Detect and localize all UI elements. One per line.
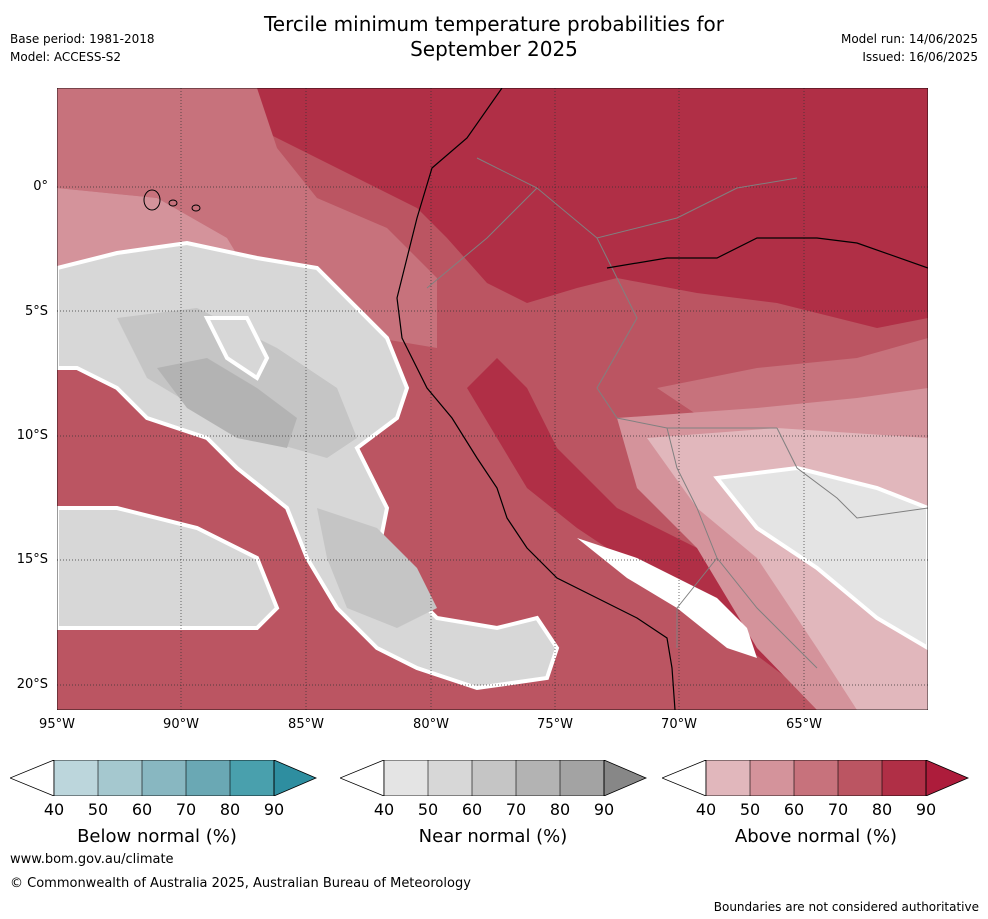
colorbar-near-normal — [340, 760, 648, 796]
lon-label-85w: 85°W — [288, 717, 324, 732]
lat-label-5s: 5°S — [24, 304, 48, 319]
galapagos-island-b — [168, 199, 178, 207]
model-text: Model: ACCESS-S2 — [10, 50, 122, 64]
above-tick-90: 90 — [915, 800, 937, 819]
lon-label-70w: 70°W — [661, 717, 697, 732]
near-tick-40: 40 — [373, 800, 395, 819]
above-tick-60: 60 — [783, 800, 805, 819]
near-normal-south-darker — [317, 508, 437, 628]
footer-copyright: © Commonwealth of Australia 2025, Austra… — [10, 876, 471, 891]
galapagos-island-a — [143, 189, 161, 211]
issued-text: Issued: 16/06/2025 — [862, 50, 978, 64]
below-tick-70: 70 — [175, 800, 197, 819]
lon-label-90w: 90°W — [163, 717, 199, 732]
lon-label-80w: 80°W — [413, 717, 449, 732]
lat-label-10s: 10°S — [16, 428, 48, 443]
near-normal-south — [57, 506, 280, 630]
below-tick-40: 40 — [43, 800, 65, 819]
near-normal-andes — [713, 465, 928, 651]
near-normal-label: Near normal (%) — [418, 826, 568, 847]
below-tick-90: 90 — [263, 800, 285, 819]
country-borders — [426, 157, 928, 669]
above-tick-40: 40 — [695, 800, 717, 819]
lat-label-15s: 15°S — [16, 552, 48, 567]
coastline — [396, 88, 676, 710]
meta-right: Model run: 14/06/2025 Issued: 16/06/2025 — [841, 30, 978, 66]
near-tick-80: 80 — [549, 800, 571, 819]
map-title: Tercile minimum temperature probabilitie… — [263, 12, 725, 61]
below-normal-label: Below normal (%) — [77, 826, 237, 847]
near-tick-60: 60 — [461, 800, 483, 819]
below-tick-50: 50 — [87, 800, 109, 819]
base-period-text: Base period: 1981-2018 — [10, 32, 155, 46]
above-90-region — [257, 88, 928, 328]
above-tick-70: 70 — [827, 800, 849, 819]
colorbar-below-normal — [10, 760, 318, 796]
galapagos-island-c — [191, 204, 201, 212]
above-60-west — [57, 88, 437, 348]
colorbar-above-normal — [662, 760, 970, 796]
meta-left: Base period: 1981-2018 Model: ACCESS-S2 — [10, 30, 155, 66]
above-normal-label: Above normal (%) — [734, 826, 898, 847]
below-tick-60: 60 — [131, 800, 153, 819]
lon-label-75w: 75°W — [537, 717, 573, 732]
lat-label-20s: 20°S — [16, 677, 48, 692]
footer-url[interactable]: www.bom.gov.au/climate — [10, 852, 174, 867]
near-normal-island — [203, 316, 270, 381]
lon-label-95w: 95°W — [39, 717, 75, 732]
above-tick-50: 50 — [739, 800, 761, 819]
below-tick-80: 80 — [219, 800, 241, 819]
model-run-text: Model run: 14/06/2025 — [840, 32, 978, 46]
grid-lines — [57, 88, 928, 710]
white-patch-altiplano — [577, 538, 757, 658]
probability-map — [57, 88, 928, 710]
near-tick-50: 50 — [417, 800, 439, 819]
near-tick-90: 90 — [593, 800, 615, 819]
near-normal-core — [157, 358, 297, 448]
above-tick-80: 80 — [871, 800, 893, 819]
amazon-river — [606, 237, 928, 269]
footer-boundaries-note: Boundaries are not considered authoritat… — [713, 900, 979, 914]
lon-label-65w: 65°W — [786, 717, 822, 732]
lat-label-0: 0° — [33, 179, 48, 194]
near-tick-70: 70 — [505, 800, 527, 819]
